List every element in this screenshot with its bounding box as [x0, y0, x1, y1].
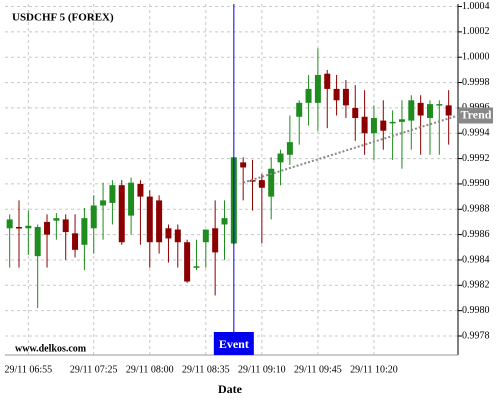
candle-body [118, 185, 125, 243]
candle-body [109, 185, 116, 203]
x-tick-label: 29/11 07:25 [70, 364, 118, 375]
candle-body [324, 73, 331, 89]
candle-body [221, 218, 228, 225]
x-axis-title: Date [218, 382, 243, 396]
candle-body [137, 183, 144, 197]
marks [6, 4, 459, 355]
x-tick-label: 29/11 09:10 [238, 364, 286, 375]
y-tick-label: 0.9994 [462, 128, 490, 139]
candle-body [333, 88, 340, 101]
candle-body [277, 153, 284, 163]
candle-body [90, 205, 97, 229]
y-tick-label: 0.9984 [462, 254, 490, 265]
candle-body [426, 104, 433, 119]
candle-body [34, 227, 41, 257]
candle-body [156, 200, 163, 243]
y-tick-label: 0.9982 [462, 280, 490, 291]
candle-body [380, 120, 387, 131]
candle-body [398, 119, 405, 122]
candle-body [417, 102, 424, 116]
y-tick-label: 0.9992 [462, 153, 490, 164]
grid [5, 4, 462, 356]
x-tick-label: 29/11 09:45 [294, 364, 342, 375]
candle-body [268, 168, 275, 197]
y-tick-label: 0.9978 [462, 330, 490, 341]
candle-body [25, 225, 32, 229]
chart-title: USDCHF 5 (FOREX) [12, 12, 114, 24]
candle-body [408, 100, 415, 121]
candle-body [53, 218, 60, 221]
candle-body [249, 180, 256, 182]
candle-body [258, 180, 265, 188]
candle-body [174, 229, 181, 243]
candle-body [240, 162, 247, 168]
candle-body [370, 118, 377, 134]
candle-body [62, 219, 69, 233]
candle-body [286, 142, 293, 155]
x-tick-label: 29/11 10:20 [350, 364, 398, 375]
y-tick-label: 0.9986 [462, 229, 490, 240]
event-label-box [213, 332, 254, 355]
watermark: www.delkos.com [15, 343, 87, 354]
trend-line [242, 114, 459, 184]
y-tick-label: 0.9998 [462, 77, 490, 88]
x-tick-label: 29/11 06:55 [5, 364, 53, 375]
candle-body [6, 219, 13, 229]
y-tick-label: 0.9990 [462, 178, 490, 189]
candle-body [44, 221, 51, 235]
candle-body [16, 227, 23, 229]
trend-label-box [459, 107, 493, 124]
candle-body [165, 228, 172, 239]
labels: 1.00041.00021.00000.99980.99960.99940.99… [5, 1, 493, 375]
candle-body [184, 242, 191, 282]
event-label: Event [219, 337, 249, 351]
x-tick-label: 29/11 08:35 [182, 364, 230, 375]
candle-body [445, 105, 452, 116]
y-tick-label: 0.9980 [462, 305, 490, 316]
trend-label: Trend [461, 107, 492, 121]
candle-body [128, 182, 135, 216]
y-tick-label: 1.0002 [462, 26, 490, 37]
candle-body [193, 266, 200, 268]
candle-body [305, 88, 312, 103]
candle-body [100, 200, 107, 206]
y-tick-label: 0.9988 [462, 204, 490, 215]
candle-body [81, 218, 88, 245]
candle-body [202, 229, 209, 243]
candle-body [352, 107, 359, 119]
x-tick-label: 29/11 08:00 [126, 364, 174, 375]
candle-body [212, 228, 219, 253]
candle-body [389, 121, 396, 124]
y-tick-label: 1.0004 [462, 1, 490, 12]
candle-body [146, 196, 153, 243]
candle-body [342, 88, 349, 106]
candle-body [361, 116, 368, 134]
candle-body [296, 102, 303, 117]
candle-body [314, 74, 321, 103]
candle-body [72, 233, 79, 250]
candle-body [436, 104, 443, 106]
y-tick-label: 1.0000 [462, 52, 490, 63]
